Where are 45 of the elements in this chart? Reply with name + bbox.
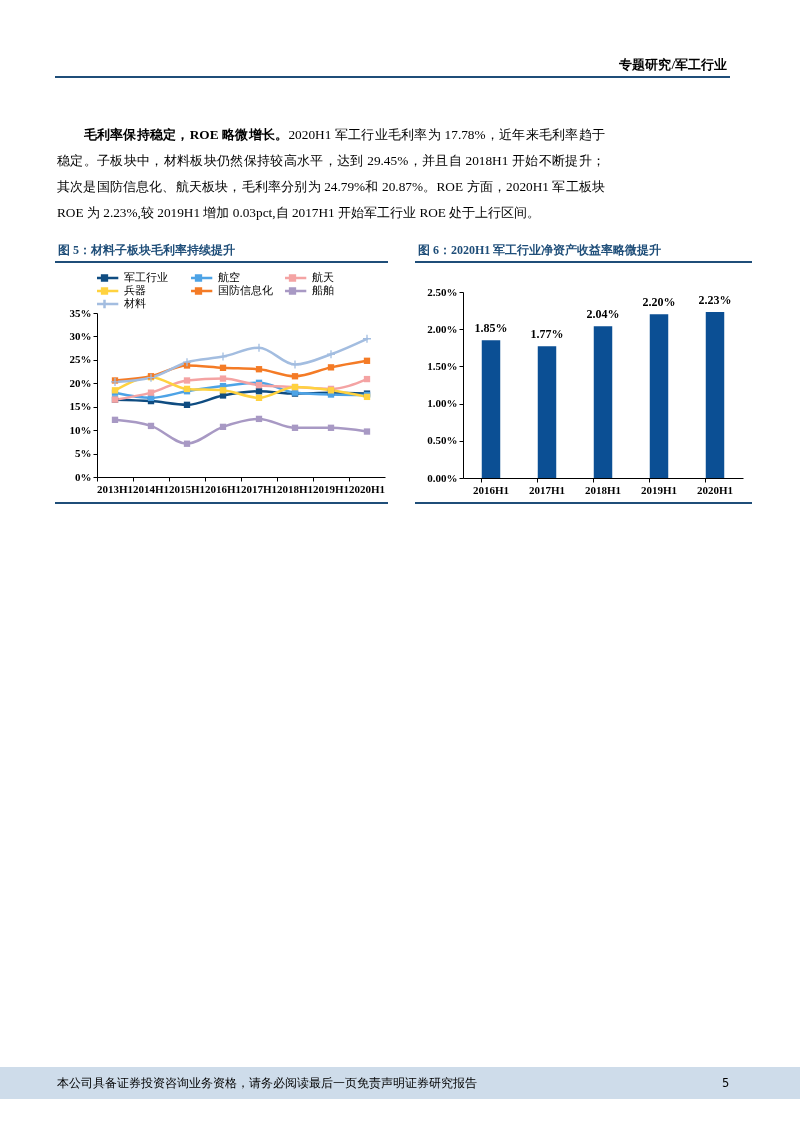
data-label: 2.20% [642, 295, 676, 310]
data-label: 1.85% [474, 321, 508, 336]
x-tick-label: 2017H1 [240, 482, 278, 495]
x-tick-label: 2020H1 [696, 483, 734, 496]
data-label: 2.04% [586, 307, 620, 322]
chart-title: 图 5：材料子板块毛利率持续提升 [55, 240, 388, 263]
text: 专题研究/军工行业 [55, 54, 730, 78]
legend-label: 国防信息化 [218, 284, 273, 296]
legend-label: 军工行业 [124, 271, 168, 283]
x-tick-label: 2020H1 [348, 482, 386, 495]
data-label: 2.23% [698, 293, 732, 308]
y-tick-label: 20% [69, 376, 92, 389]
y-tick-label: 2.00% [427, 322, 458, 335]
y-tick-label: 25% [69, 353, 92, 366]
x-tick-label: 2019H1 [640, 483, 678, 496]
x-tick-label: 2017H1 [528, 483, 566, 496]
y-tick-label: 0% [75, 470, 92, 483]
y-tick-label: 0.00% [427, 471, 458, 484]
data-label: 1.77% [530, 327, 564, 342]
legend-label: 船舶 [312, 284, 334, 296]
text: 本公司具备证券投资咨询业务资格，请务必阅读最后一页免责声明证券研究报告 [57, 1075, 477, 1092]
y-tick-label: 35% [69, 306, 92, 319]
y-tick-label: 2.50% [427, 285, 458, 298]
y-tick-label: 5% [75, 447, 92, 460]
legend-label: 材料 [123, 297, 146, 309]
chart-title: 图 6：2020H1 军工行业净资产收益率略微提升 [415, 240, 752, 263]
x-tick-label: 2013H1 [96, 482, 134, 495]
legend-label: 航天 [312, 271, 334, 283]
text: 毛利率保持稳定，ROE 略微增长。 [83, 127, 289, 142]
x-tick-label: 2015H1 [168, 482, 206, 495]
y-tick-label: 1.50% [427, 359, 458, 372]
x-tick-label: 2018H1 [584, 483, 622, 496]
legend-label: 航空 [218, 271, 240, 283]
x-tick-label: 2016H1 [472, 483, 510, 496]
legend-label: 兵器 [124, 284, 146, 296]
x-tick-label: 2016H1 [204, 482, 242, 495]
y-tick-label: 15% [69, 400, 92, 413]
text: 5 [722, 1075, 730, 1092]
y-tick-label: 30% [69, 329, 92, 342]
x-tick-label: 2018H1 [276, 482, 314, 495]
x-tick-label: 2014H1 [132, 482, 170, 495]
y-tick-label: 1.00% [427, 397, 458, 410]
x-tick-label: 2019H1 [312, 482, 350, 495]
y-tick-label: 0.50% [427, 434, 458, 447]
y-tick-label: 10% [69, 423, 92, 436]
